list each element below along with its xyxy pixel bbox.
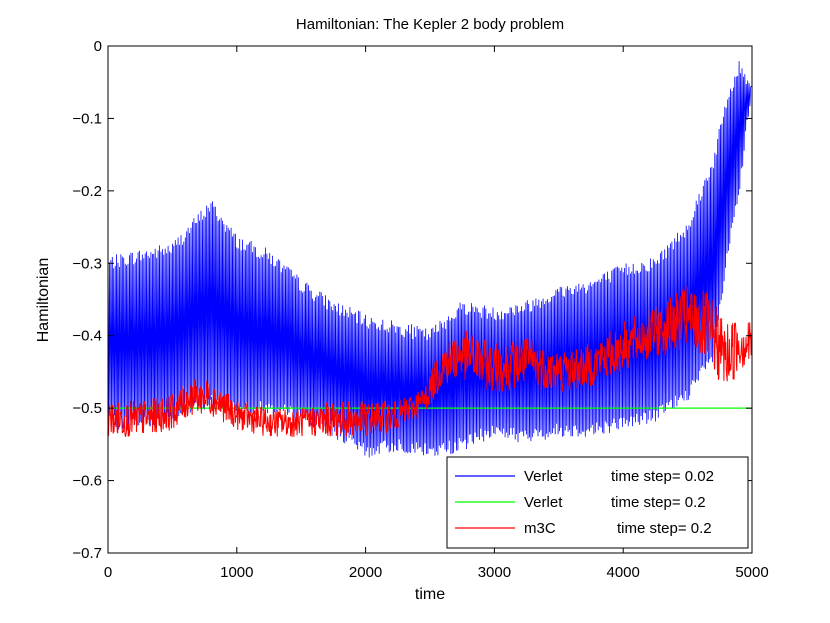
series-layer (107, 61, 753, 458)
x-tick-label: 0 (104, 564, 112, 581)
y-tick-label: −0.1 (72, 110, 102, 127)
plot-frame (107, 45, 753, 554)
legend: Verlet time step= 0.02 Verlet time step=… (446, 456, 749, 549)
legend-step-m3c: time step= 0.2 (617, 520, 712, 537)
legend-label-m3c: m3C (524, 520, 556, 537)
x-axis-label: time (415, 586, 445, 603)
legend-label-verlet-02: Verlet (524, 494, 563, 511)
x-tick-label: 2000 (349, 564, 382, 581)
series-line-2 (107, 286, 753, 437)
series-0 (107, 61, 753, 458)
y-tick-label: −0.2 (72, 183, 102, 200)
y-axis-label: Hamiltonian (35, 258, 52, 342)
y-tick-label: −0.5 (72, 400, 102, 417)
series-2 (107, 286, 753, 437)
x-tick-label: 1000 (220, 564, 253, 581)
y-tick-label: −0.7 (72, 545, 102, 562)
y-tick-label: −0.4 (72, 328, 102, 345)
series-line-0 (107, 61, 753, 458)
chart-title: Hamiltonian: The Kepler 2 body problem (296, 16, 564, 33)
legend-step-verlet-02: time step= 0.2 (611, 494, 706, 511)
y-tick-label: 0 (94, 38, 102, 55)
y-tick-label: −0.6 (72, 473, 102, 490)
ticks-layer: 0 1000 2000 3000 4000 5000 0 −0.1 −0.2 −0.3 −0.4 −0… (72, 38, 768, 581)
legend-label-verlet-002: Verlet (524, 468, 563, 485)
x-tick-label: 3000 (478, 564, 511, 581)
legend-step-verlet-002: time step= 0.02 (611, 468, 714, 485)
x-tick-label: 4000 (607, 564, 640, 581)
x-tick-label: 5000 (735, 564, 768, 581)
y-tick-label: −0.3 (72, 255, 102, 272)
